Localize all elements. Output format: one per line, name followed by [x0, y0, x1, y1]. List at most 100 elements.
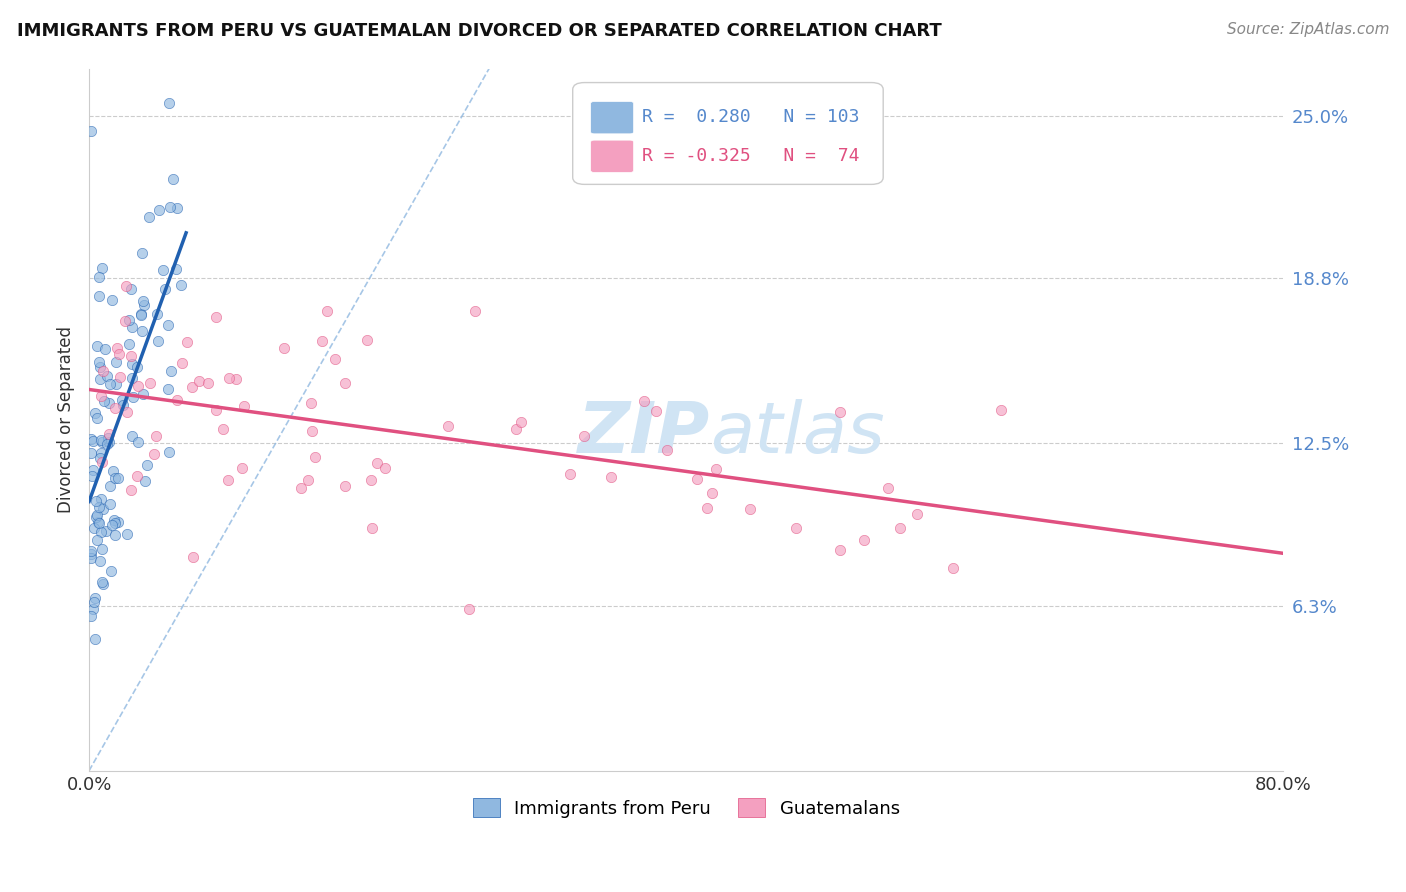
Point — [91, 577, 114, 591]
Point — [79, 547, 101, 561]
Point — [125, 360, 148, 375]
Point — [205, 403, 228, 417]
Point — [111, 397, 134, 411]
Point — [132, 293, 155, 308]
Point — [79, 544, 101, 558]
Point — [700, 486, 723, 500]
Point — [301, 424, 323, 438]
Point — [156, 318, 179, 333]
Point — [323, 351, 346, 366]
Point — [166, 392, 188, 407]
Point — [942, 560, 965, 574]
Point — [107, 471, 129, 485]
Point — [146, 307, 169, 321]
Point — [97, 435, 120, 450]
Text: IMMIGRANTS FROM PERU VS GUATEMALAN DIVORCED OR SEPARATED CORRELATION CHART: IMMIGRANTS FROM PERU VS GUATEMALAN DIVOR… — [17, 22, 942, 40]
Point — [360, 521, 382, 535]
Point — [510, 415, 533, 429]
Point — [132, 387, 155, 401]
Point — [121, 429, 143, 443]
Point — [96, 437, 118, 451]
Point — [120, 349, 142, 363]
Point — [560, 467, 582, 481]
Point — [830, 542, 852, 557]
Point — [132, 298, 155, 312]
Point — [356, 333, 378, 347]
Point — [696, 501, 718, 516]
Point — [166, 201, 188, 215]
Point — [599, 470, 621, 484]
Point — [127, 379, 149, 393]
Point — [103, 464, 125, 478]
Point — [101, 518, 124, 533]
Point — [176, 335, 198, 350]
Point — [105, 376, 128, 391]
Y-axis label: Divorced or Separated: Divorced or Separated — [58, 326, 75, 513]
FancyBboxPatch shape — [591, 140, 634, 172]
Point — [131, 324, 153, 338]
Point — [93, 393, 115, 408]
Point — [107, 516, 129, 530]
Point — [86, 508, 108, 523]
Point — [464, 304, 486, 318]
Point — [83, 595, 105, 609]
Point — [90, 260, 112, 275]
Point — [87, 516, 110, 530]
Point — [83, 632, 105, 647]
Point — [118, 336, 141, 351]
Point — [233, 399, 256, 413]
Point — [212, 421, 235, 435]
Point — [162, 172, 184, 186]
Point — [633, 393, 655, 408]
FancyBboxPatch shape — [572, 83, 883, 185]
Point — [108, 346, 131, 360]
Point — [205, 310, 228, 324]
Point — [104, 516, 127, 530]
Point — [142, 446, 165, 460]
Point — [83, 406, 105, 420]
Point — [905, 507, 928, 521]
Point — [91, 364, 114, 378]
Point — [188, 374, 211, 388]
Point — [91, 502, 114, 516]
Point — [79, 123, 101, 137]
Point — [80, 469, 103, 483]
Point — [108, 370, 131, 384]
Legend: Immigrants from Peru, Guatemalans: Immigrants from Peru, Guatemalans — [465, 791, 907, 825]
Point — [148, 202, 170, 217]
Point — [129, 307, 152, 321]
Point — [87, 355, 110, 369]
Point — [105, 341, 128, 355]
Point — [138, 210, 160, 224]
Point — [657, 442, 679, 457]
Point — [853, 533, 876, 547]
Point — [82, 434, 104, 448]
Point — [145, 429, 167, 443]
Point — [89, 553, 111, 567]
Point — [165, 262, 187, 277]
Point — [111, 392, 134, 407]
Point — [131, 246, 153, 260]
Point — [129, 308, 152, 322]
Point — [157, 445, 180, 459]
Point — [91, 574, 114, 589]
Point — [138, 376, 160, 391]
Point — [197, 376, 219, 391]
Point — [98, 479, 121, 493]
Point — [120, 483, 142, 497]
Point — [79, 445, 101, 459]
Point — [82, 463, 104, 477]
Point — [90, 455, 112, 469]
Point — [90, 492, 112, 507]
Point — [572, 428, 595, 442]
Point — [90, 446, 112, 460]
Point — [87, 500, 110, 515]
Point — [360, 473, 382, 487]
Point — [98, 396, 121, 410]
Point — [505, 422, 527, 436]
Point — [89, 288, 111, 302]
Point — [183, 549, 205, 564]
Point — [180, 380, 202, 394]
Text: R =  0.280   N = 103: R = 0.280 N = 103 — [643, 108, 859, 126]
Point — [79, 432, 101, 446]
